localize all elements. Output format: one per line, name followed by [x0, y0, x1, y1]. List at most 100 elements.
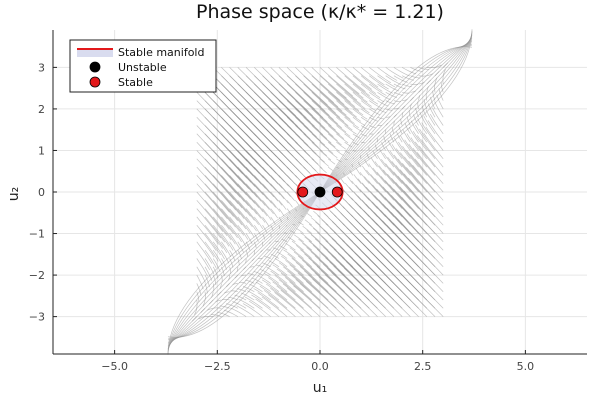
- vector-arrow-102: [221, 241, 232, 258]
- vector-arrow-701: [372, 150, 378, 159]
- vector-arrow-76: [212, 200, 236, 228]
- vector-arrow-706: [377, 116, 385, 120]
- vector-arrow-249: [244, 296, 263, 309]
- vector-arrow-252: [251, 277, 263, 284]
- chart-title: Phase space (κ/κ* = 1.21): [196, 1, 444, 23]
- vector-arrow-500: [302, 259, 329, 284]
- vector-arrow-446: [306, 213, 313, 218]
- vector-arrow-431: [303, 83, 337, 114]
- vector-arrow-248: [242, 303, 263, 317]
- vector-arrow-410: [289, 247, 304, 259]
- y-tick-label-4: 1: [38, 144, 45, 157]
- vector-arrow-775: [350, 265, 403, 317]
- vector-arrow-548: [336, 141, 346, 150]
- vector-arrow-474: [306, 230, 321, 243]
- vector-arrow-376: [276, 268, 296, 284]
- vector-arrow-438: [289, 264, 313, 284]
- vector-arrow-40: [204, 241, 219, 262]
- vector-arrow-441: [295, 245, 313, 259]
- vector-arrow-487: [319, 133, 336, 148]
- vector-arrow-516: [327, 150, 338, 159]
- vector-arrow-948: [421, 139, 444, 168]
- vector-arrow-489: [319, 116, 340, 135]
- vector-arrow-913: [406, 167, 436, 201]
- vector-arrow-407: [283, 266, 304, 284]
- vector-arrow-437: [287, 270, 313, 292]
- vector-arrow-370: [286, 75, 326, 112]
- vector-arrow-932: [386, 241, 444, 301]
- vector-arrow-526: [327, 67, 360, 95]
- vector-arrow-609: [352, 150, 357, 152]
- vector-arrow-465: [286, 287, 321, 317]
- vector-arrow-523: [327, 92, 353, 114]
- legend-swatch-2: [89, 76, 101, 88]
- vector-arrow-442: [298, 238, 313, 251]
- vector-arrow-135: [229, 224, 242, 243]
- vector-arrow-16: [196, 183, 228, 220]
- vector-arrow-759: [376, 171, 395, 193]
- vector-arrow-430: [303, 92, 334, 120]
- vector-arrow-697: [364, 176, 378, 193]
- vector-arrow-707: [377, 108, 387, 113]
- vector-arrow-553: [336, 100, 357, 118]
- vector-arrow-669: [364, 159, 370, 168]
- vector-arrow-105: [221, 216, 238, 239]
- vector-arrow-197: [245, 224, 255, 238]
- vector-arrow-166: [237, 224, 249, 240]
- vector-arrow-282: [255, 281, 271, 292]
- vector-arrow-472: [302, 242, 321, 259]
- vector-arrow-676: [369, 108, 380, 116]
- vector-arrow-458: [311, 116, 334, 137]
- vector-arrow-398: [295, 100, 326, 129]
- vector-arrow-501: [304, 253, 329, 276]
- vector-arrow-379: [283, 249, 296, 259]
- vector-arrow-6: [196, 266, 206, 283]
- vector-arrow-620: [318, 276, 362, 317]
- vector-arrow-760: [378, 165, 395, 184]
- vector-arrow-856: [404, 139, 419, 160]
- vector-arrow-937: [397, 209, 444, 259]
- vector-arrow-886: [408, 143, 428, 168]
- vector-arrow-342: [263, 290, 288, 309]
- vector-arrow-758: [374, 178, 395, 201]
- vector-arrow-8: [196, 249, 211, 271]
- vector-arrow-250: [247, 290, 263, 301]
- vector-arrow-9: [196, 241, 213, 264]
- vector-arrow-444: [302, 225, 313, 234]
- vector-arrow-72: [212, 233, 228, 253]
- vector-arrow-186: [230, 307, 247, 317]
- vector-arrow-324: [278, 200, 287, 210]
- vector-arrow-433: [303, 67, 341, 101]
- vector-arrow-552: [336, 108, 355, 124]
- vector-arrow-580: [344, 133, 355, 141]
- vector-arrow-104: [221, 224, 236, 245]
- vector-arrow-74: [212, 216, 232, 241]
- vector-arrow-586: [344, 83, 368, 103]
- vector-arrow-459: [311, 108, 336, 131]
- vector-arrow-635: [351, 180, 362, 193]
- x-tick-label-3: 2.5: [414, 360, 432, 373]
- vector-arrow-558: [305, 281, 345, 317]
- vector-arrow-819: [384, 180, 411, 209]
- vector-arrow-491: [319, 100, 345, 122]
- vector-arrow-374: [272, 281, 296, 301]
- stable-point-0: [297, 186, 309, 198]
- plot-area: −5.0 −2.5 0.0 2.5 5.0 −3 −2 −1 0 1 2 3: [29, 29, 587, 373]
- y-tick-label-6: 3: [38, 61, 45, 74]
- vector-arrow-944: [412, 164, 444, 201]
- vector-arrow-522: [327, 100, 351, 120]
- vector-arrow-712: [377, 67, 398, 81]
- x-tick-label-1: −2.5: [204, 360, 231, 373]
- vector-arrow-888: [412, 131, 428, 151]
- vector-arrow-589: [312, 278, 354, 317]
- vector-arrow-938: [399, 203, 444, 251]
- vector-arrow-344: [268, 277, 288, 292]
- vector-arrow-434: [280, 289, 313, 317]
- vector-arrow-348: [277, 251, 288, 259]
- vector-arrow-468: [293, 268, 321, 292]
- vector-arrow-79: [212, 175, 243, 209]
- vector-arrow-942: [408, 177, 444, 218]
- vector-arrow-584: [344, 100, 364, 116]
- vector-arrow-528: [301, 276, 337, 309]
- vector-arrow-201: [245, 191, 264, 213]
